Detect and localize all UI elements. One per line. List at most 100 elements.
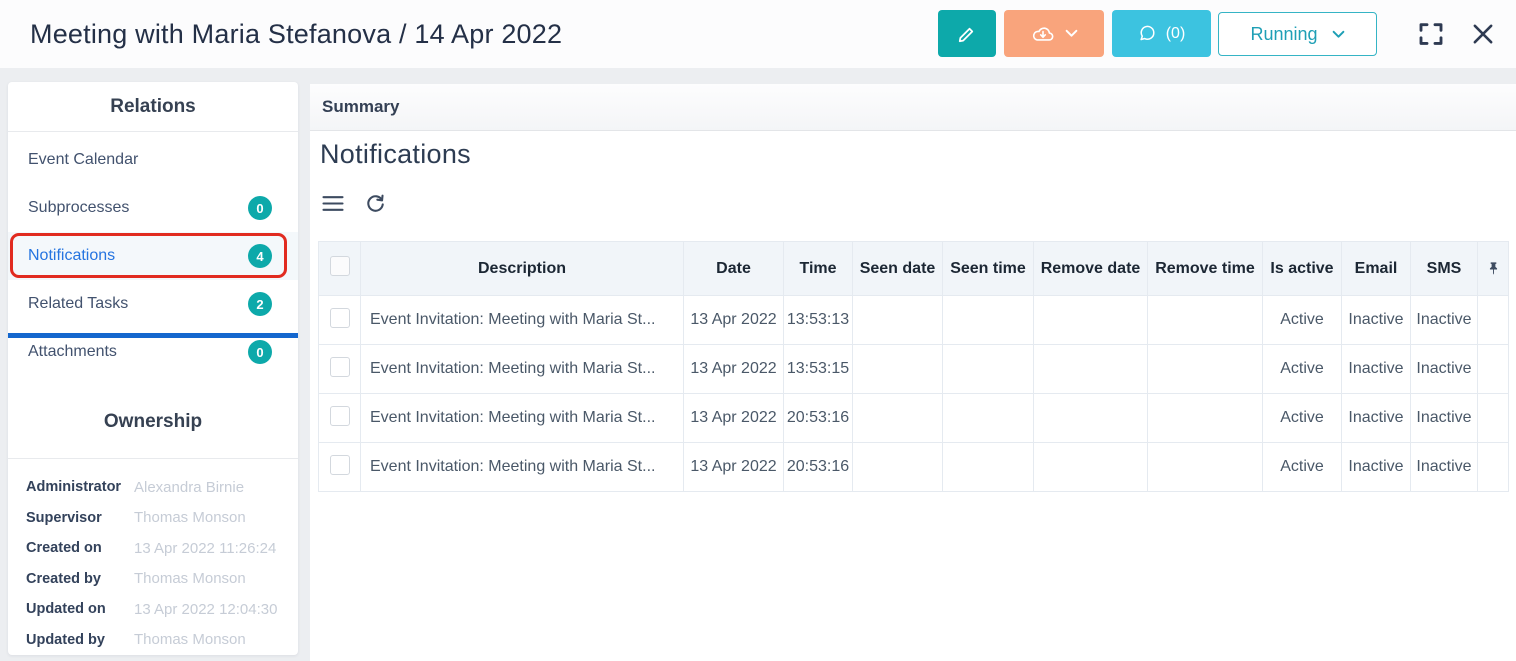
notifications-panel: Notifications Description Date Time xyxy=(310,131,1516,661)
cell-pin xyxy=(1477,442,1509,492)
edit-button[interactable] xyxy=(938,10,996,57)
ownership-row: Created by Thomas Monson xyxy=(8,564,298,595)
close-icon[interactable] xyxy=(1466,17,1500,51)
column-header-sms[interactable]: SMS xyxy=(1410,241,1478,296)
sidebar-item-label: Event Calendar xyxy=(28,151,139,168)
field-label: Updated on xyxy=(26,601,106,618)
cell-time: 20:53:16 xyxy=(783,393,853,443)
cell-seen-date xyxy=(852,393,943,443)
select-all-checkbox[interactable] xyxy=(329,256,350,276)
cell-email: Inactive xyxy=(1341,344,1411,394)
cell-seen-time xyxy=(942,295,1034,345)
refresh-icon[interactable] xyxy=(362,191,388,215)
row-checkbox[interactable] xyxy=(329,356,350,377)
count-badge: 0 xyxy=(248,340,272,364)
field-value: 13 Apr 2022 11:26:24 xyxy=(134,539,277,557)
cell-sms: Inactive xyxy=(1410,442,1478,492)
sidebar-item-label: Subprocesses xyxy=(28,199,130,216)
ownership-row: Updated by Thomas Monson xyxy=(8,625,298,656)
pencil-icon xyxy=(956,23,978,45)
field-value: Thomas Monson xyxy=(134,570,246,588)
sidebar-item-notifications[interactable]: Notifications 4 xyxy=(8,232,298,280)
speech-bubble-icon xyxy=(1138,24,1157,43)
comments-count: (0) xyxy=(1165,24,1186,42)
column-header-is-active[interactable]: Is active xyxy=(1262,241,1342,296)
cell-sms: Inactive xyxy=(1410,344,1478,394)
row-checkbox[interactable] xyxy=(329,307,350,328)
cell-remove-time xyxy=(1147,295,1263,345)
sidebar-item-label: Related Tasks xyxy=(28,295,129,312)
sidebar-item-subprocesses[interactable]: Subprocesses 0 xyxy=(8,184,298,232)
cell-remove-time xyxy=(1147,442,1263,492)
cell-remove-date xyxy=(1033,393,1148,443)
cell-remove-date xyxy=(1033,344,1148,394)
cell-seen-time xyxy=(942,344,1034,394)
ownership-title: Ownership xyxy=(103,411,203,432)
column-header-time[interactable]: Time xyxy=(783,241,853,296)
table-toolbar xyxy=(320,191,388,215)
status-dropdown[interactable]: Running xyxy=(1218,12,1377,56)
notifications-table-body: Event Invitation: Meeting with Maria St.… xyxy=(318,295,1509,492)
cell-pin xyxy=(1477,344,1509,394)
column-header-date[interactable]: Date xyxy=(683,241,784,296)
column-header-remove-date[interactable]: Remove date xyxy=(1033,241,1148,296)
export-button[interactable] xyxy=(1004,10,1104,57)
ownership-row: Supervisor Thomas Monson xyxy=(8,503,298,534)
table-header-row: Description Date Time Seen date Seen tim… xyxy=(318,241,1509,296)
relations-title: Relations xyxy=(8,82,298,132)
field-label: Supervisor xyxy=(26,509,102,526)
sidebar-item-related-tasks[interactable]: Related Tasks 2 xyxy=(8,280,298,328)
field-value: 13 Apr 2022 12:04:30 xyxy=(134,600,278,618)
row-checkbox-cell xyxy=(318,295,361,345)
cell-date: 13 Apr 2022 xyxy=(683,344,784,394)
field-label: Created by xyxy=(26,570,101,587)
cell-date: 13 Apr 2022 xyxy=(683,295,784,345)
cell-seen-time xyxy=(942,442,1034,492)
field-value: Thomas Monson xyxy=(134,631,246,649)
cell-description: Event Invitation: Meeting with Maria St.… xyxy=(360,393,684,443)
sidebar-item-label: Notifications xyxy=(28,247,116,264)
divider xyxy=(8,458,298,459)
tab-bar: Summary xyxy=(310,84,1516,131)
row-checkbox-cell xyxy=(318,442,361,492)
cell-description: Event Invitation: Meeting with Maria St.… xyxy=(360,442,684,492)
cell-time: 13:53:15 xyxy=(783,344,853,394)
status-label: Running xyxy=(1250,23,1318,44)
column-header-remove-time[interactable]: Remove time xyxy=(1147,241,1263,296)
column-header-seen-time[interactable]: Seen time xyxy=(942,241,1034,296)
panel-heading: Notifications xyxy=(320,139,471,169)
cell-is-active: Active xyxy=(1262,295,1342,345)
row-checkbox-cell xyxy=(318,344,361,394)
field-value: Alexandra Birnie xyxy=(134,478,245,496)
chevron-down-icon xyxy=(1065,29,1078,38)
select-all-cell xyxy=(318,241,361,296)
relations-sidebar: Relations Event Calendar Subprocesses 0 … xyxy=(8,82,298,655)
cell-remove-date xyxy=(1033,442,1148,492)
comments-button[interactable]: (0) xyxy=(1112,10,1211,57)
cell-date: 13 Apr 2022 xyxy=(683,393,784,443)
row-checkbox[interactable] xyxy=(329,454,350,475)
count-badge: 0 xyxy=(248,196,272,220)
field-label: Administrator xyxy=(26,479,122,496)
count-badge: 2 xyxy=(248,292,272,316)
row-checkbox-cell xyxy=(318,393,361,443)
chevron-down-icon xyxy=(1332,30,1345,39)
column-header-description[interactable]: Description xyxy=(360,241,684,296)
sidebar-item-attachments[interactable]: Attachments 0 xyxy=(8,328,298,376)
column-header-seen-date[interactable]: Seen date xyxy=(852,241,943,296)
fullscreen-icon[interactable] xyxy=(1414,17,1448,51)
field-value: Thomas Monson xyxy=(134,509,246,527)
cell-seen-date xyxy=(852,442,943,492)
sidebar-item-event-calendar[interactable]: Event Calendar xyxy=(8,136,298,184)
pin-column-header[interactable] xyxy=(1477,241,1509,296)
cell-seen-time xyxy=(942,393,1034,443)
cell-seen-date xyxy=(852,344,943,394)
menu-icon[interactable] xyxy=(320,191,346,215)
row-checkbox[interactable] xyxy=(329,405,350,426)
tab-summary[interactable]: Summary xyxy=(322,97,400,116)
cell-pin xyxy=(1477,295,1509,345)
column-header-email[interactable]: Email xyxy=(1341,241,1411,296)
notifications-table: Description Date Time Seen date Seen tim… xyxy=(318,241,1509,492)
cell-is-active: Active xyxy=(1262,393,1342,443)
ownership-row: Administrator Alexandra Birnie xyxy=(8,472,298,503)
